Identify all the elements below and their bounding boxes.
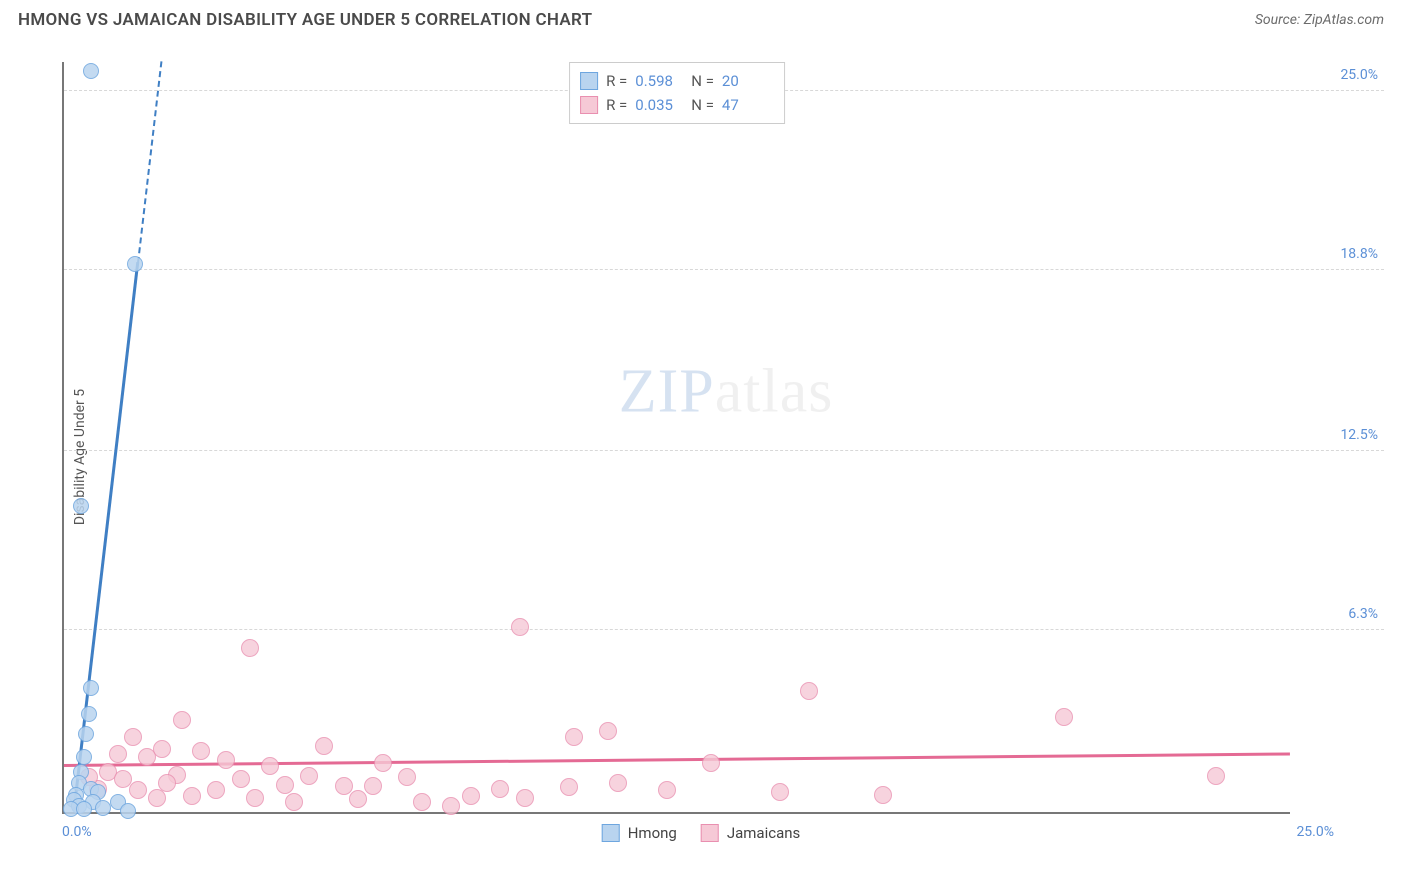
point-jamaican [1207, 767, 1225, 785]
point-jamaican [173, 711, 191, 729]
point-jamaican [516, 789, 534, 807]
point-jamaican [349, 790, 367, 808]
n-value-jamaican: 47 [722, 93, 770, 117]
swatch-hmong [580, 72, 598, 90]
point-jamaican [491, 780, 509, 798]
point-hmong [120, 803, 136, 819]
point-jamaican [315, 737, 333, 755]
n-label: N = [691, 69, 714, 93]
point-jamaican [609, 774, 627, 792]
point-jamaican [599, 722, 617, 740]
legend-item-hmong: Hmong [602, 824, 677, 842]
point-hmong [95, 800, 111, 816]
stats-row-jamaican: R = 0.035 N = 47 [580, 93, 770, 117]
point-jamaican [183, 787, 201, 805]
point-hmong [76, 749, 92, 765]
point-jamaican [241, 639, 259, 657]
gridline [64, 629, 1384, 630]
gridline [64, 269, 1384, 270]
point-jamaican [300, 767, 318, 785]
trend-line [64, 753, 1290, 768]
source-label: Source: ZipAtlas.com [1255, 12, 1384, 28]
point-jamaican [285, 793, 303, 811]
series-legend: Hmong Jamaicans [602, 824, 801, 842]
point-hmong [73, 498, 89, 514]
swatch-hmong [602, 824, 620, 842]
point-hmong [81, 706, 97, 722]
point-jamaican [261, 757, 279, 775]
point-jamaican [217, 751, 235, 769]
source-name: ZipAtlas.com [1304, 12, 1384, 28]
point-jamaican [560, 778, 578, 796]
n-value-hmong: 20 [722, 69, 770, 93]
chart-title: HMONG VS JAMAICAN DISABILITY AGE UNDER 5… [18, 10, 592, 30]
point-jamaican [129, 781, 147, 799]
r-label: R = [606, 69, 627, 93]
swatch-jamaican [580, 96, 598, 114]
point-hmong [127, 256, 143, 272]
swatch-jamaican [701, 824, 719, 842]
point-jamaican [702, 754, 720, 772]
point-jamaican [232, 770, 250, 788]
point-jamaican [800, 682, 818, 700]
point-jamaican [658, 781, 676, 799]
point-jamaican [192, 742, 210, 760]
point-jamaican [511, 618, 529, 636]
legend-item-jamaican: Jamaicans [701, 824, 800, 842]
point-jamaican [364, 777, 382, 795]
watermark-atlas: atlas [715, 358, 834, 426]
trend-line-extension [137, 61, 162, 263]
y-tick-label: 25.0% [1340, 67, 1378, 83]
y-tick-label: 6.3% [1348, 606, 1378, 622]
point-jamaican [276, 776, 294, 794]
point-jamaican [771, 783, 789, 801]
y-tick-label: 12.5% [1340, 427, 1378, 443]
stats-row-hmong: R = 0.598 N = 20 [580, 69, 770, 93]
r-value-hmong: 0.598 [635, 69, 683, 93]
point-jamaican [109, 745, 127, 763]
legend-label-jamaican: Jamaicans [727, 824, 800, 842]
gridline [64, 450, 1384, 451]
watermark: ZIPatlas [619, 357, 834, 428]
watermark-zip: ZIP [619, 358, 715, 426]
chart-area: Disability Age Under 5 ZIPatlas R = 0.59… [18, 46, 1384, 868]
point-jamaican [207, 781, 225, 799]
point-jamaican [138, 748, 156, 766]
stats-legend: R = 0.598 N = 20 R = 0.035 N = 47 [569, 62, 785, 124]
source-prefix: Source: [1255, 12, 1304, 28]
plot-region: ZIPatlas R = 0.598 N = 20 R = 0.035 N = … [62, 62, 1290, 814]
point-jamaican [462, 787, 480, 805]
point-jamaican [442, 797, 460, 815]
y-tick-label: 18.8% [1340, 246, 1378, 262]
point-hmong [76, 801, 92, 817]
point-jamaican [124, 728, 142, 746]
point-jamaican [246, 789, 264, 807]
point-jamaican [374, 754, 392, 772]
r-label: R = [606, 93, 627, 117]
legend-label-hmong: Hmong [628, 824, 677, 842]
r-value-jamaican: 0.035 [635, 93, 683, 117]
point-jamaican [1055, 708, 1073, 726]
point-jamaican [565, 728, 583, 746]
x-origin-label: 0.0% [62, 824, 92, 840]
point-hmong [83, 63, 99, 79]
point-jamaican [398, 768, 416, 786]
point-hmong [78, 726, 94, 742]
point-jamaican [874, 786, 892, 804]
point-jamaican [335, 777, 353, 795]
x-max-label: 25.0% [1296, 824, 1334, 840]
n-label: N = [691, 93, 714, 117]
point-jamaican [158, 774, 176, 792]
point-jamaican [413, 793, 431, 811]
point-hmong [83, 680, 99, 696]
point-jamaican [114, 770, 132, 788]
